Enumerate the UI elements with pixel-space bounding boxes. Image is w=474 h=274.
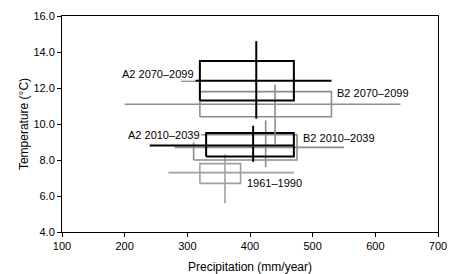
- svg-text:400: 400: [241, 240, 259, 252]
- svg-text:300: 300: [178, 240, 196, 252]
- svg-text:14.0: 14.0: [33, 46, 54, 58]
- svg-text:4.0: 4.0: [40, 226, 55, 238]
- svg-text:1961–1990: 1961–1990: [247, 177, 302, 189]
- svg-text:12.0: 12.0: [33, 82, 54, 94]
- svg-text:600: 600: [366, 240, 384, 252]
- svg-text:100: 100: [53, 240, 71, 252]
- svg-text:8.0: 8.0: [40, 154, 55, 166]
- svg-text:200: 200: [115, 240, 133, 252]
- svg-text:A2 2010–2039: A2 2010–2039: [128, 129, 200, 141]
- svg-text:B2 2010–2039: B2 2010–2039: [303, 132, 375, 144]
- svg-text:10.0: 10.0: [33, 118, 54, 130]
- svg-text:Temperature (°C): Temperature (°C): [17, 78, 31, 170]
- svg-text:500: 500: [303, 240, 321, 252]
- svg-text:B2 2070–2099: B2 2070–2099: [337, 87, 409, 99]
- svg-text:700: 700: [429, 240, 447, 252]
- svg-text:A2 2070–2099: A2 2070–2099: [122, 68, 194, 80]
- svg-text:16.0: 16.0: [33, 10, 54, 22]
- svg-text:Precipitation (mm/year): Precipitation (mm/year): [188, 260, 312, 274]
- svg-text:6.0: 6.0: [40, 190, 55, 202]
